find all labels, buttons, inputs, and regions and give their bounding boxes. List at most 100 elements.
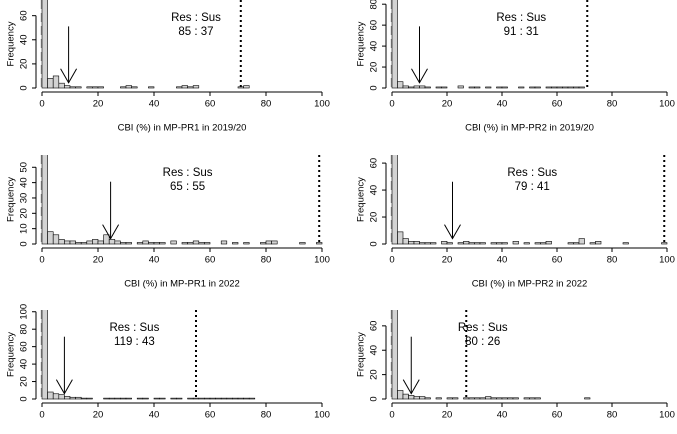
y-tick-label: 40 [19,359,30,370]
bar [108,239,116,245]
bar [474,86,481,89]
annotation: Res : Sus [171,12,221,24]
bar [136,242,144,245]
histogram-panel: 0 20 40 60 80 100 0 20 40 60 80 CBI (%) in MP-PR2 i… [356,0,675,134]
bar [114,240,121,245]
bar [209,397,216,400]
bar [430,242,437,245]
x-tick-label: 80 [607,99,618,110]
bar [622,242,629,245]
bar [64,240,71,245]
bar [490,397,497,400]
x-tick-label: 60 [205,99,216,110]
bar [204,242,211,245]
bar [424,242,431,245]
bar [52,393,60,400]
y-tick-label: 60 [369,158,380,169]
bar [176,397,183,400]
bar [120,397,127,400]
bar [523,242,530,245]
bar [75,242,82,245]
bar [441,241,448,245]
bar [41,155,48,245]
y-tick-label: 20 [369,62,380,73]
bar [248,397,256,400]
y-tick-label: 10 [19,223,30,234]
x-tick-label: 40 [149,255,160,266]
bar [413,241,420,245]
bar [192,240,200,245]
y-tick-label: 20 [19,208,30,219]
y-tick-label: 20 [369,369,380,380]
bar [496,397,503,400]
y-tick-label: 0 [369,85,380,90]
bar [501,86,508,89]
bar [424,86,431,89]
histogram-panel: 0 20 40 60 80 100 0 10 20 30 40 50 CBI (%) in MP-PR1… [6,155,330,290]
bar [573,86,580,89]
bar [159,242,166,245]
bar [80,242,88,245]
bar [424,397,431,400]
bar [496,242,503,245]
bar [80,397,88,400]
x-tick-label: 60 [205,410,216,421]
bar [52,234,60,245]
bar [567,242,574,245]
bar [86,86,93,89]
bar [159,397,166,400]
x-tick-label: 20 [442,99,453,110]
bar [463,241,470,245]
bar [474,397,481,400]
bar [391,310,398,400]
bar [103,234,110,245]
bar [419,396,426,400]
bar [215,397,222,400]
bar [41,0,48,89]
y-tick-label: 40 [369,41,380,52]
bar [523,397,530,400]
bar [501,397,508,400]
x-tick-label: 40 [497,99,508,110]
x-tick-label: 40 [149,99,160,110]
bar [198,242,205,245]
y-tick-label: 80 [369,0,380,9]
bar [435,86,442,89]
bar [402,238,409,245]
annotation: Res : Sus [507,167,557,179]
annotation: Res : Sus [163,167,213,179]
bar [181,85,188,89]
bar [243,242,250,245]
bar [237,397,244,400]
bars [41,155,323,245]
bar [204,397,211,400]
bar [47,78,54,89]
x-tick-label: 100 [314,255,330,266]
x-tick-label: 20 [93,99,104,110]
y-tick-label: 60 [19,10,30,21]
x-tick-label: 60 [552,99,563,110]
arrow-head [411,68,428,84]
bar [595,241,602,245]
bar [435,397,442,400]
x-tick-label: 0 [389,99,394,110]
bar [69,396,76,400]
arrow-head [55,379,73,395]
bar [299,242,306,245]
bar [573,242,580,245]
y-axis-label: Frequency [356,21,367,66]
bar [567,86,574,89]
bar [226,397,233,400]
bar [52,75,60,89]
bar [103,397,110,400]
bar [170,397,177,400]
bar [97,86,104,89]
bar [413,396,420,400]
bar [479,242,486,245]
x-tick-label: 100 [659,255,675,266]
bar [64,396,71,400]
bar [181,242,188,245]
bar [260,242,267,245]
bar [408,241,415,245]
bar [518,86,525,89]
